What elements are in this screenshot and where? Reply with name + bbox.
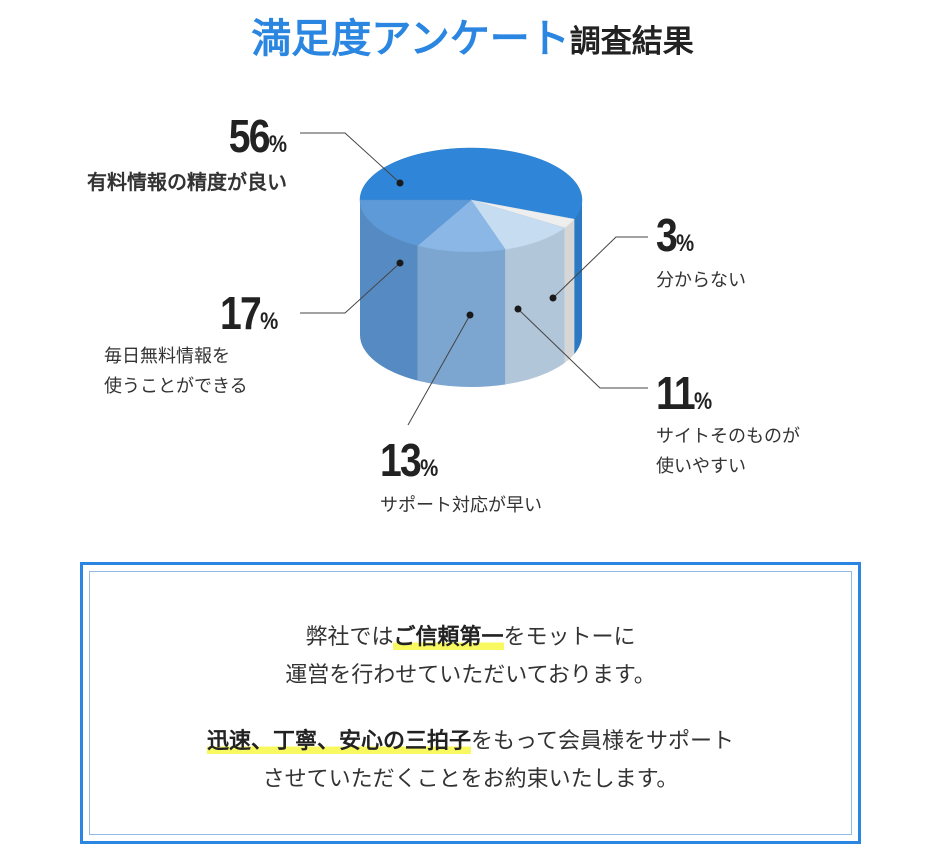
slice-value-0: 56% [228, 110, 287, 162]
leader-line-1 [552, 236, 648, 299]
slice-desc-4: 毎日無料情報を 使うことができる [104, 346, 248, 397]
slice-desc-1: 分からない [656, 270, 746, 291]
slice-value-4: 17% [220, 287, 279, 339]
slice-value-1: 3% [656, 209, 695, 261]
title-rest: 調査結果 [569, 24, 694, 60]
slice-label-2: 11% サイトそのものが 使いやすい [656, 370, 800, 482]
slice-side-1 [564, 219, 575, 363]
slice-label-0: 56% 有料情報の精度が良い [87, 113, 287, 197]
leader-dot-3 [466, 311, 474, 319]
leader-dot-2 [514, 305, 522, 313]
message-paragraph-2: 迅速、丁寧、安心の三拍子をもって会員様をサポート させていただくことをお約束いた… [207, 729, 734, 792]
slice-side-3 [417, 245, 506, 387]
slice-side-4 [360, 200, 418, 381]
leader-line-4 [300, 262, 401, 314]
page-title: 満足度アンケート調査結果 [0, 6, 945, 64]
slice-label-1: 3% 分からない [656, 212, 746, 296]
slice-0 [359, 147, 583, 220]
slice-desc-3: サポート対応が早い [380, 495, 542, 516]
highlight-three: 迅速、丁寧、安心の三拍子 [207, 729, 472, 754]
pie-chart [300, 132, 648, 426]
slice-3 [416, 199, 506, 253]
message-box: 弊社ではご信頼第一をモットーに 運営を行わせていただいております。 迅速、丁寧、… [80, 562, 861, 844]
slice-4 [359, 199, 472, 246]
message-paragraph-1: 弊社ではご信頼第一をモットーに 運営を行わせていただいております。 [285, 625, 656, 688]
leader-dot-0 [396, 179, 404, 187]
slice-2 [470, 199, 566, 250]
slice-desc-0: 有料情報の精度が良い [87, 170, 287, 194]
slice-value-3: 13% [380, 434, 439, 486]
slice-side-0 [574, 200, 582, 355]
message-box-inner [89, 571, 852, 835]
slice-label-4: 17% 毎日無料情報を 使うことができる [104, 290, 289, 402]
leader-line-0 [300, 132, 401, 184]
leader-dot-1 [549, 294, 557, 302]
leader-line-2 [517, 308, 648, 389]
title-highlight: 満足度アンケート [251, 16, 570, 62]
slice-side-2 [505, 227, 565, 385]
leader-line-3 [407, 314, 471, 426]
slice-desc-2: サイトそのものが 使いやすい [656, 426, 800, 477]
slice-value-2: 11% [656, 367, 713, 419]
leader-dot-4 [396, 259, 404, 267]
highlight-motto: ご信頼第一 [393, 625, 504, 650]
slice-label-3: 13% サポート対応が早い [380, 437, 542, 521]
